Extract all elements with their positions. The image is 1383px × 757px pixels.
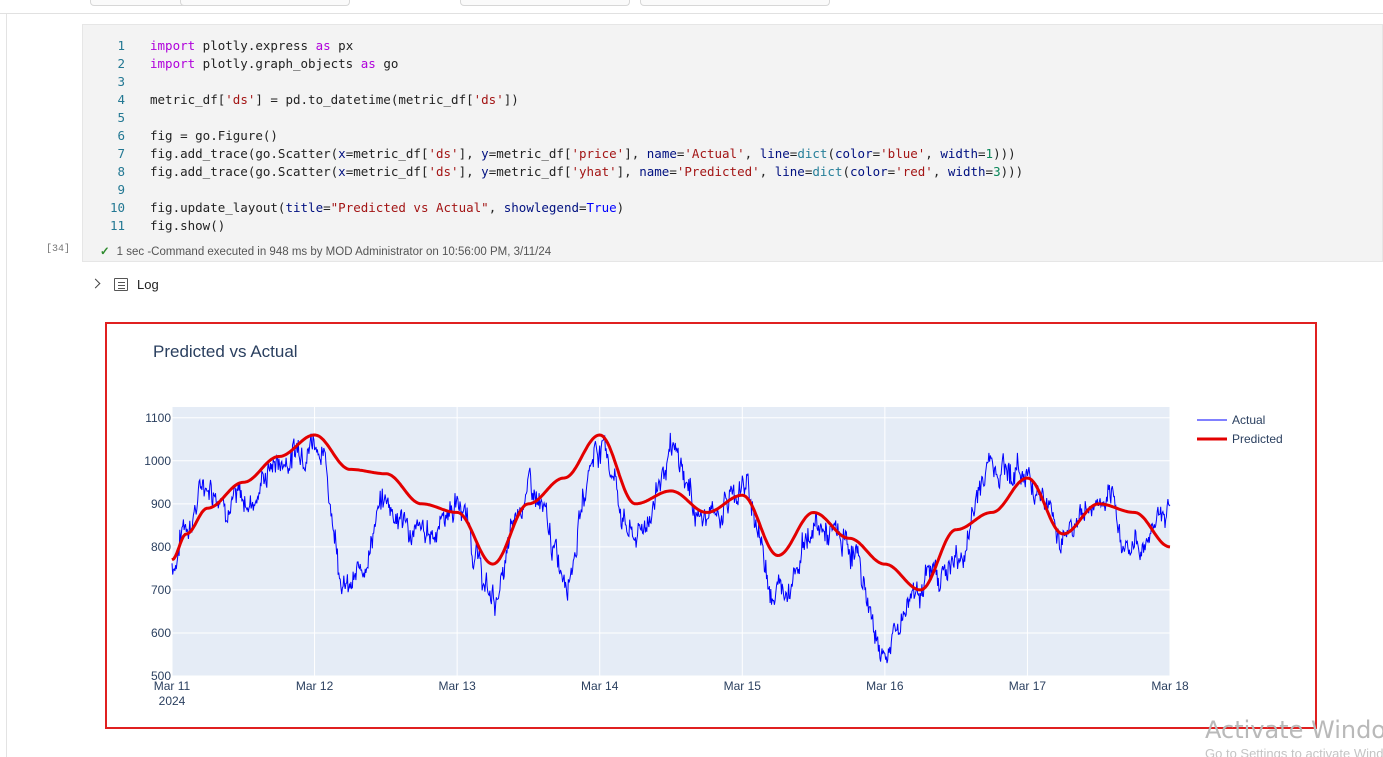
y-tick-label: 700 xyxy=(151,583,171,597)
plotly-chart[interactable]: Predicted vs Actual 500 600 700 800 900 1000 11… xyxy=(107,324,1315,727)
actual-series-line xyxy=(171,432,1171,664)
x-tick-year: 2024 xyxy=(159,694,186,708)
code-text: fig.update_layout(title="Predicted vs Ac… xyxy=(150,200,625,215)
exec-message: -Command executed in 948 ms by MOD Admin… xyxy=(147,246,552,258)
legend-label-actual: Actual xyxy=(1232,413,1265,427)
log-toggle[interactable]: Log xyxy=(90,275,159,293)
line-number: 9 xyxy=(117,182,125,197)
activation-watermark-sub: Go to Settings to activate Windows. xyxy=(1205,746,1383,757)
x-tick-label: Mar 16 xyxy=(866,679,904,693)
line-number: 3 xyxy=(117,74,125,89)
y-tick-label: 600 xyxy=(151,626,171,640)
toolbar-dropdown[interactable] xyxy=(180,0,350,6)
exec-time: 1 sec xyxy=(116,246,145,258)
y-tick-label: 500 xyxy=(151,669,171,683)
cell-execution-count: [34] xyxy=(46,244,71,255)
code-text: fig = go.Figure() xyxy=(150,128,278,143)
line-number: 5 xyxy=(117,110,125,125)
line-number: 1 xyxy=(117,38,125,53)
y-tick-label: 1000 xyxy=(144,454,171,468)
line-number: 8 xyxy=(117,164,125,179)
toolbar-dropdown[interactable] xyxy=(460,0,630,6)
code-text: fig.add_trace(go.Scatter(x=metric_df['ds… xyxy=(150,164,1024,179)
legend-label-predicted: Predicted xyxy=(1232,432,1283,446)
x-tick-label: Mar 15 xyxy=(724,679,762,693)
code-text: metric_df['ds'] = pd.to_datetime(metric_… xyxy=(150,92,519,107)
x-tick-label: Mar 13 xyxy=(438,679,476,693)
notebook-left-rail xyxy=(6,14,7,757)
activation-watermark: Activate Windows xyxy=(1205,716,1383,744)
code-text: import plotly.graph_objects as go xyxy=(150,56,399,71)
code-cell[interactable]: 1 import plotly.express as px 2 import plot… xyxy=(82,24,1383,262)
chevron-right-icon[interactable] xyxy=(90,277,104,291)
line-number: 11 xyxy=(109,218,125,233)
chart-output: Predicted vs Actual 500 600 700 800 900 1000 11… xyxy=(105,322,1317,729)
x-tick-label: Mar 12 xyxy=(296,679,334,693)
log-icon xyxy=(114,277,128,291)
log-label: Log xyxy=(137,276,159,292)
y-tick-label: 800 xyxy=(151,540,171,554)
x-tick-label: Mar 18 xyxy=(1151,679,1189,693)
predicted-series-line xyxy=(171,433,1171,592)
line-number: 2 xyxy=(117,56,125,71)
success-check-icon: ✓ xyxy=(100,246,110,258)
y-tick-label: 1100 xyxy=(145,411,171,425)
line-number: 7 xyxy=(117,146,125,161)
execution-status: ✓ 1 sec -Command executed in 948 ms by MO… xyxy=(100,244,551,258)
line-number: 6 xyxy=(117,128,125,143)
toolbar-dropdown[interactable] xyxy=(640,0,830,6)
line-number: 10 xyxy=(109,200,125,215)
x-tick-label: Mar 17 xyxy=(1009,679,1047,693)
notebook-top-toolbar xyxy=(0,0,1383,14)
code-text: import plotly.express as px xyxy=(150,38,354,53)
chart-title: Predicted vs Actual xyxy=(153,342,298,361)
line-number: 4 xyxy=(117,92,125,107)
y-tick-label: 900 xyxy=(151,497,171,511)
x-tick-label: Mar 14 xyxy=(581,679,619,693)
x-tick-label: Mar 11 xyxy=(154,679,191,693)
code-text: fig.add_trace(go.Scatter(x=metric_df['ds… xyxy=(150,146,1016,161)
code-text: fig.show() xyxy=(150,218,226,233)
